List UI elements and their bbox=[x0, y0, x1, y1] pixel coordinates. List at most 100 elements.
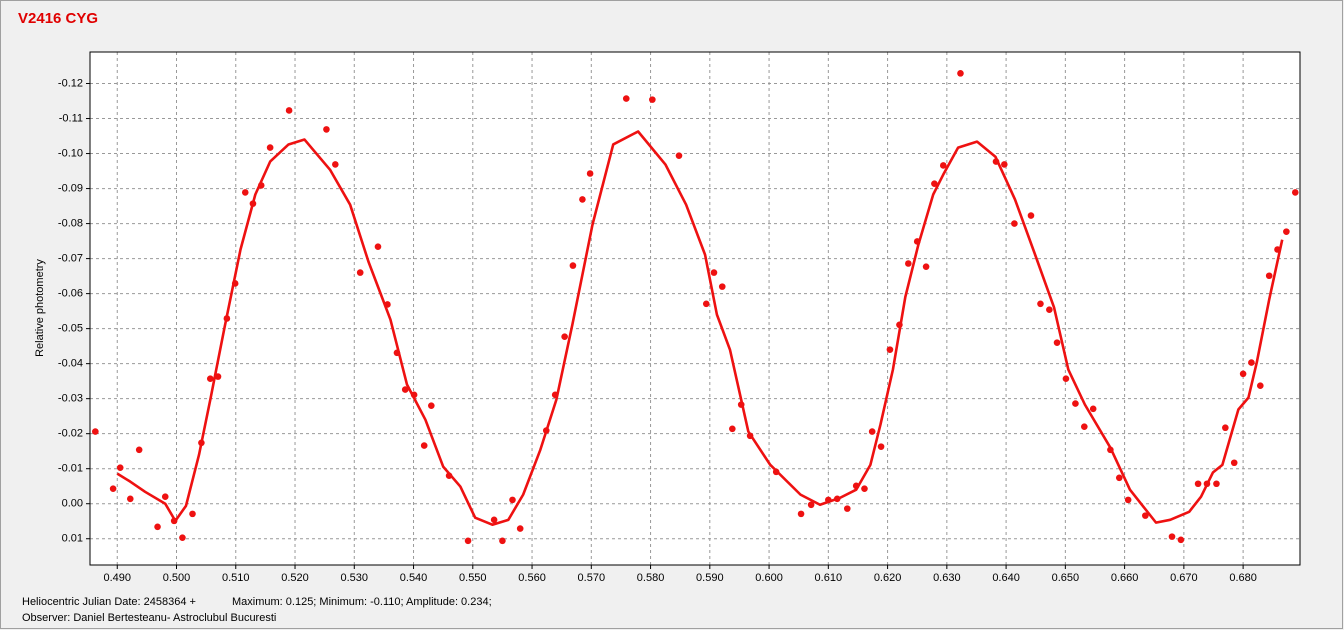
y-tick-label: -0.09 bbox=[58, 182, 83, 194]
plot-area bbox=[90, 52, 1300, 565]
data-point bbox=[702, 300, 710, 308]
data-point bbox=[285, 107, 293, 114]
x-tick-label: 0.610 bbox=[815, 572, 843, 584]
y-tick-label: -0.03 bbox=[58, 393, 83, 405]
y-tick-label: -0.08 bbox=[58, 217, 83, 229]
data-point bbox=[1230, 459, 1238, 467]
x-tick-label: 0.680 bbox=[1229, 572, 1257, 584]
data-point bbox=[135, 446, 143, 454]
data-point bbox=[1089, 405, 1097, 413]
x-tick-label: 0.650 bbox=[1052, 572, 1080, 584]
data-point bbox=[586, 170, 594, 177]
data-point bbox=[126, 495, 134, 503]
annotation: Observer: Daniel Bertesteanu- Astroclubu… bbox=[22, 612, 276, 624]
annotation: Maximum: 0.125; Minimum: -0.110; Amplitu… bbox=[232, 596, 492, 608]
data-point bbox=[561, 333, 568, 340]
data-point bbox=[490, 516, 498, 524]
data-point bbox=[1011, 220, 1018, 227]
x-tick-label: 0.560 bbox=[518, 572, 546, 584]
y-tick-label: -0.11 bbox=[59, 112, 83, 124]
data-point bbox=[797, 510, 805, 518]
data-point bbox=[886, 346, 894, 353]
data-point bbox=[931, 180, 938, 187]
y-tick-label: -0.10 bbox=[58, 147, 83, 159]
data-point bbox=[509, 496, 516, 504]
data-point bbox=[718, 283, 726, 290]
data-point bbox=[92, 428, 99, 435]
data-point bbox=[957, 70, 964, 77]
data-point bbox=[1115, 474, 1123, 482]
data-point bbox=[179, 534, 186, 541]
data-point bbox=[189, 510, 196, 518]
data-point bbox=[1062, 375, 1070, 383]
data-point bbox=[241, 189, 249, 196]
data-point bbox=[1222, 424, 1229, 432]
plot-border bbox=[89, 51, 1301, 566]
data-point bbox=[1291, 189, 1299, 196]
data-point bbox=[1194, 480, 1202, 488]
y-tick-label: -0.12 bbox=[58, 77, 83, 89]
data-point bbox=[579, 196, 586, 203]
x-tick-label: 0.570 bbox=[578, 572, 606, 584]
x-tick-label: 0.500 bbox=[163, 572, 191, 584]
x-tick-label: 0.670 bbox=[1170, 572, 1198, 584]
data-point bbox=[1046, 306, 1053, 314]
data-point bbox=[905, 260, 912, 267]
x-tick-label: 0.540 bbox=[400, 572, 428, 584]
data-point bbox=[356, 269, 364, 276]
y-axis-label: Relative photometry bbox=[34, 259, 46, 357]
data-point bbox=[1213, 480, 1220, 488]
data-point bbox=[877, 443, 885, 450]
data-point bbox=[675, 152, 683, 159]
data-point bbox=[710, 269, 718, 276]
data-point bbox=[1283, 228, 1290, 235]
x-tick-label: 0.660 bbox=[1111, 572, 1139, 584]
data-point bbox=[569, 262, 577, 269]
data-point bbox=[1001, 161, 1008, 168]
x-tick-label: 0.590 bbox=[696, 572, 724, 584]
y-tick-label: -0.07 bbox=[58, 253, 83, 265]
data-point bbox=[1239, 370, 1247, 378]
data-point bbox=[1081, 423, 1088, 430]
data-point bbox=[420, 442, 428, 449]
data-point bbox=[323, 126, 330, 133]
data-point bbox=[922, 263, 930, 270]
data-point bbox=[401, 386, 409, 393]
x-tick-label: 0.580 bbox=[637, 572, 665, 584]
data-point bbox=[1037, 300, 1044, 308]
y-tick-label: -0.05 bbox=[58, 323, 83, 335]
data-point bbox=[464, 537, 472, 545]
annotation: Heliocentric Julian Date: 2458364 + bbox=[22, 596, 196, 608]
data-point bbox=[1072, 400, 1079, 407]
data-point bbox=[1168, 533, 1176, 540]
data-point bbox=[1265, 272, 1273, 280]
data-point bbox=[807, 501, 815, 509]
data-point bbox=[266, 144, 274, 151]
x-tick-label: 0.600 bbox=[755, 572, 783, 584]
y-tick-label: -0.02 bbox=[58, 428, 83, 440]
data-point bbox=[374, 243, 382, 250]
data-point bbox=[868, 428, 876, 435]
x-tick-label: 0.510 bbox=[222, 572, 250, 584]
data-point bbox=[428, 402, 435, 409]
data-point bbox=[154, 523, 161, 531]
fit-line bbox=[116, 130, 1284, 527]
data-point bbox=[116, 464, 124, 471]
data-point bbox=[1248, 359, 1255, 366]
x-tick-label: 0.640 bbox=[992, 572, 1020, 584]
data-point bbox=[1124, 496, 1132, 504]
data-point bbox=[161, 493, 169, 501]
x-tick-label: 0.530 bbox=[341, 572, 369, 584]
data-point bbox=[1053, 339, 1061, 346]
data-point bbox=[1177, 536, 1185, 544]
data-point bbox=[499, 537, 506, 545]
data-point bbox=[649, 96, 656, 103]
data-point bbox=[729, 425, 736, 433]
y-tick-label: -0.01 bbox=[58, 463, 83, 475]
y-tick-label: -0.06 bbox=[58, 288, 83, 300]
data-point bbox=[206, 375, 214, 383]
x-tick-label: 0.630 bbox=[933, 572, 961, 584]
data-point bbox=[861, 485, 868, 492]
y-tick-label: -0.04 bbox=[58, 358, 83, 370]
